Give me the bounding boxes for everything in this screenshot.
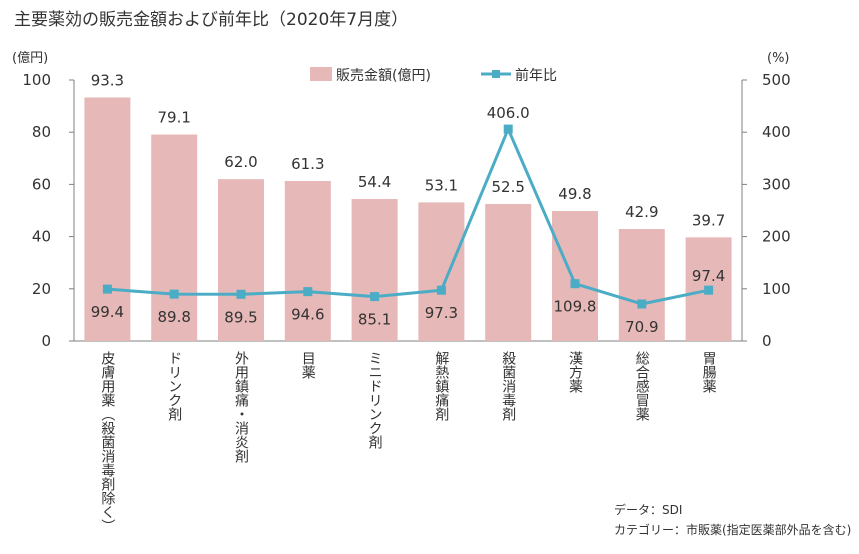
yoy-marker <box>102 284 112 294</box>
yoy-line <box>107 127 709 306</box>
bar <box>151 134 198 341</box>
yoy-value-label: 70.9 <box>625 318 658 336</box>
yoy-marker <box>236 289 246 299</box>
bar-value-label: 53.1 <box>425 176 458 194</box>
right-tick-label: 500 <box>762 71 791 89</box>
bar <box>418 202 465 341</box>
legend-bar-swatch <box>310 67 332 81</box>
category-note: カテゴリー：市販薬(指定医薬部外品を含む) <box>614 522 851 537</box>
left-axis-unit: (億円) <box>12 50 48 66</box>
legend-bar-label: 販売金額(億円) <box>336 68 431 84</box>
category-label: 解熱鎮痛剤 <box>433 351 449 422</box>
bar-value-label: 93.3 <box>91 71 124 89</box>
bar <box>84 97 131 341</box>
bar-value-label: 79.1 <box>157 109 190 127</box>
category-label: 目薬 <box>300 351 316 379</box>
yoy-marker <box>503 124 513 134</box>
bar <box>351 199 398 341</box>
category-label: 皮膚用薬（殺菌消毒剤除く） <box>99 351 115 533</box>
left-tick-label: 100 <box>22 71 51 89</box>
yoy-value-label: 97.3 <box>425 304 458 322</box>
yoy-value-label: 85.1 <box>358 311 391 329</box>
category-label: 殺菌消毒剤 <box>500 351 516 422</box>
bar-value-label: 52.5 <box>491 178 524 196</box>
bar <box>284 181 331 341</box>
yoy-marker <box>570 279 580 289</box>
right-tick-label: 0 <box>762 332 772 350</box>
chart-title: 主要薬効の販売金額および前年比（2020年7月度） <box>14 10 408 30</box>
legend-line-marker <box>492 70 500 78</box>
left-tick-label: 60 <box>32 175 51 193</box>
left-tick-label: 40 <box>32 228 51 246</box>
bar-value-label: 39.7 <box>692 211 725 229</box>
right-axis-unit: (%) <box>767 51 790 66</box>
right-tick-label: 200 <box>762 228 791 246</box>
yoy-value-label: 89.5 <box>224 308 257 326</box>
yoy-marker <box>436 285 446 295</box>
bar-value-label: 61.3 <box>291 155 324 173</box>
yoy-marker <box>303 287 313 297</box>
left-tick-label: 80 <box>32 123 51 141</box>
legend-line-label: 前年比 <box>515 67 557 84</box>
category-label: ドリンク剤 <box>166 351 182 422</box>
bar-value-label: 54.4 <box>358 173 391 191</box>
bar <box>218 179 264 341</box>
bar-value-label: 49.8 <box>558 185 591 203</box>
bar-value-label: 62.0 <box>224 153 257 171</box>
right-tick-label: 400 <box>762 123 791 141</box>
yoy-marker <box>370 292 380 302</box>
bar <box>618 229 665 341</box>
yoy-value-label: 99.4 <box>91 303 124 321</box>
right-tick-label: 300 <box>762 175 791 193</box>
category-label: 漢方薬 <box>567 351 583 393</box>
bar <box>485 203 532 341</box>
yoy-marker <box>169 289 179 299</box>
yoy-value-label: 97.4 <box>692 267 725 285</box>
right-tick-label: 100 <box>762 280 791 298</box>
category-label: 外用鎮痛・消炎剤 <box>233 351 249 464</box>
yoy-value-label: 406.0 <box>487 104 530 122</box>
bar <box>552 211 598 341</box>
source-note: データ：SDI <box>614 502 682 517</box>
yoy-value-label: 109.8 <box>554 298 597 316</box>
category-label: ミニドリンク剤 <box>367 351 383 450</box>
yoy-value-label: 94.6 <box>291 306 324 324</box>
bar-value-label: 42.9 <box>625 203 658 221</box>
yoy-marker <box>637 299 647 309</box>
left-tick-label: 0 <box>41 332 51 350</box>
yoy-value-label: 89.8 <box>157 308 190 326</box>
category-label: 総合感冒薬 <box>634 351 650 421</box>
left-tick-label: 20 <box>32 280 51 298</box>
legend: 販売金額(億円) 前年比 <box>310 67 557 84</box>
plot-area: 0 20 40 60 80 100 0 100 200 300 400 500 93.3 79.1 62.0… <box>22 71 790 533</box>
yoy-marker <box>704 285 714 295</box>
category-label: 胃腸薬 <box>701 351 717 393</box>
